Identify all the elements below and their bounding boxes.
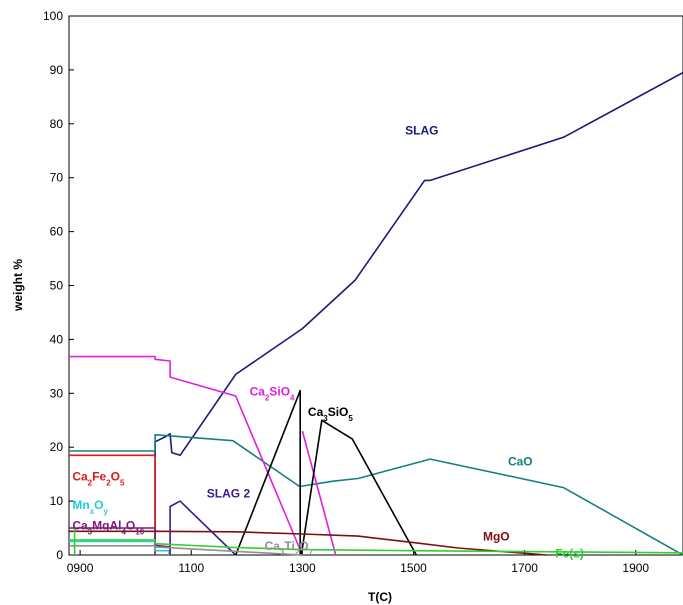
x-tick-label: 1700 [511, 561, 538, 575]
series-line-mgo [69, 530, 547, 556]
y-tick-label: 70 [50, 171, 64, 185]
x-tick-label: 1100 [178, 561, 204, 575]
series-label-slag2: SLAG 2 [207, 486, 251, 500]
y-tick-label: 100 [43, 9, 63, 23]
series-label-slag: SLAG [405, 124, 438, 138]
series-label-ca3sio5: Ca3SiO5 [308, 405, 353, 423]
y-tick-label: 20 [50, 440, 64, 454]
x-tick-label: 0900 [67, 561, 94, 575]
y-tick-label: 90 [50, 63, 64, 77]
series-label-ca2fe2o5: Ca2Fe2O5 [72, 470, 125, 488]
series-label-cao: CaO [508, 455, 533, 469]
x-tick-label: 1300 [289, 561, 316, 575]
series-line-ca2sio4b [301, 430, 337, 556]
x-tick-label: 1500 [400, 561, 427, 575]
series-label-ca3mgal4o10: Ca3MgAl4O10 [72, 519, 144, 537]
series-label-ca2sio4: Ca2SiO4 [250, 384, 295, 402]
series-label-cati2o5: Ca3Ti2O7 [265, 539, 314, 557]
y-axis-title: weight % [11, 259, 25, 312]
y-tick-label: 40 [50, 332, 64, 346]
series-labels: SLAG SLAG 2 CaO Ca2SiO4 Ca3SiO5 Ca2Fe2O5 MnxOy… [72, 124, 584, 561]
series-label-mgo: MgO [483, 529, 510, 543]
y-tick-label: 50 [50, 279, 64, 293]
y-tick-label: 60 [50, 225, 64, 239]
series-lines [69, 71, 683, 556]
series-label-mnxoy: MnxOy [72, 498, 108, 516]
series-line-fes [69, 539, 683, 554]
series-line-cati2o5 [69, 544, 303, 556]
series-line-ca2fe2o5 [69, 454, 156, 555]
series-line-cao [69, 433, 683, 556]
y-tick-label: 30 [50, 386, 64, 400]
series-line-mnxoy [69, 540, 170, 555]
series-label-fes: Fe(s) [555, 547, 584, 561]
x-tick-label: 1900 [622, 561, 649, 575]
y-tick-label: 0 [56, 548, 63, 562]
x-axis-title: T(C) [368, 590, 392, 604]
y-axis-ticks: 0 10 20 30 40 50 60 70 80 90 100 [43, 9, 74, 562]
y-tick-label: 80 [50, 117, 64, 131]
series-line-slag [154, 71, 683, 555]
series-line-ca2sio4 [69, 355, 304, 556]
y-tick-label: 10 [50, 494, 64, 508]
